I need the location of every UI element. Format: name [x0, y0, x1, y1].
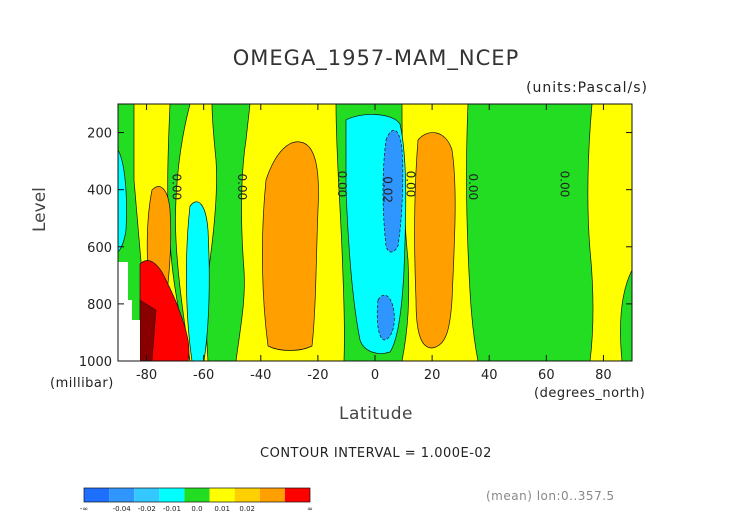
contour-labels: 0.00 0.00 0.00 0.02 0.00 0.00 0.00: [169, 171, 571, 203]
region-orange-2: [262, 141, 319, 351]
contour-label: 0.00: [169, 173, 183, 200]
x-tick-label: -80: [136, 368, 157, 383]
y-tick-label: 400: [87, 184, 112, 199]
colorbar-label: -0.02: [138, 505, 156, 513]
contour-label: 0.00: [335, 171, 349, 198]
colorbar-frame: [83, 487, 311, 503]
colorbar-label: -0.01: [163, 505, 181, 513]
y-tick-label: 1000: [79, 355, 112, 370]
x-tick-label: 20: [424, 368, 441, 383]
colorbar-swatch: [259, 488, 285, 502]
contour-interval-text: CONTOUR INTERVAL = 1.000E-02: [260, 446, 492, 461]
contour-label: 0.00: [403, 171, 417, 198]
colorbar-label: -∞: [80, 505, 88, 513]
x-tick-label: -20: [307, 368, 328, 383]
region-orange-3: [414, 132, 456, 349]
contour-label: 0.00: [466, 173, 480, 200]
colorbar-swatch: [84, 488, 110, 502]
region-cyan-2: [186, 201, 210, 361]
y-tick-label: 200: [87, 127, 112, 142]
colorbar-label: 0.01: [214, 505, 230, 513]
region-cyan-1: [118, 149, 127, 253]
region-blue-2: [376, 294, 395, 341]
x-tick-label: 80: [595, 368, 612, 383]
colorbar-label: 0.02: [239, 505, 255, 513]
colorbar-swatch: [234, 488, 260, 502]
colorbar-swatch: [284, 488, 310, 502]
colorbar-label: ∞: [307, 505, 313, 513]
mean-footnote: (mean) lon:0..357.5: [486, 489, 615, 503]
colorbar-swatch: [184, 488, 210, 502]
colorbar-swatch: [159, 488, 185, 502]
x-tick-label: -60: [193, 368, 214, 383]
missing-data: [118, 262, 140, 361]
colorbar-swatch: [209, 488, 235, 502]
y-axis-units: (millibar): [50, 376, 114, 391]
contour-field: [118, 104, 632, 361]
region-positive-5: [587, 104, 632, 361]
x-axis-ticks: -80 -60 -40 -20 0 20 40 60 80: [136, 104, 612, 383]
x-tick-label: 60: [538, 368, 555, 383]
colorbar-label: 0.0: [191, 505, 202, 513]
contour-label: 0.02: [381, 176, 395, 203]
x-tick-label: 40: [481, 368, 498, 383]
chart-units: (units:Pascal/s): [526, 80, 648, 96]
chart-title: OMEGA_1957-MAM_NCEP: [232, 46, 520, 70]
y-tick-label: 600: [87, 241, 112, 256]
contour-label: 0.00: [558, 171, 572, 198]
colorbar: -∞ -0.04 -0.02 -0.01 0.0 0.01 0.02 ∞: [80, 487, 313, 513]
y-axis-ticks: 200 400 600 800 1000: [79, 127, 632, 370]
x-tick-label: 0: [371, 368, 379, 383]
y-tick-label: 800: [87, 298, 112, 313]
x-axis-label: Latitude: [339, 404, 413, 424]
colorbar-swatch: [134, 488, 160, 502]
region-blue-1: [382, 129, 404, 253]
colorbar-swatch: [109, 488, 135, 502]
colorbar-label: -0.04: [113, 505, 132, 513]
x-tick-label: -40: [250, 368, 271, 383]
x-axis-units: (degrees_north): [534, 386, 646, 401]
contour-label: 0.00: [235, 173, 249, 200]
